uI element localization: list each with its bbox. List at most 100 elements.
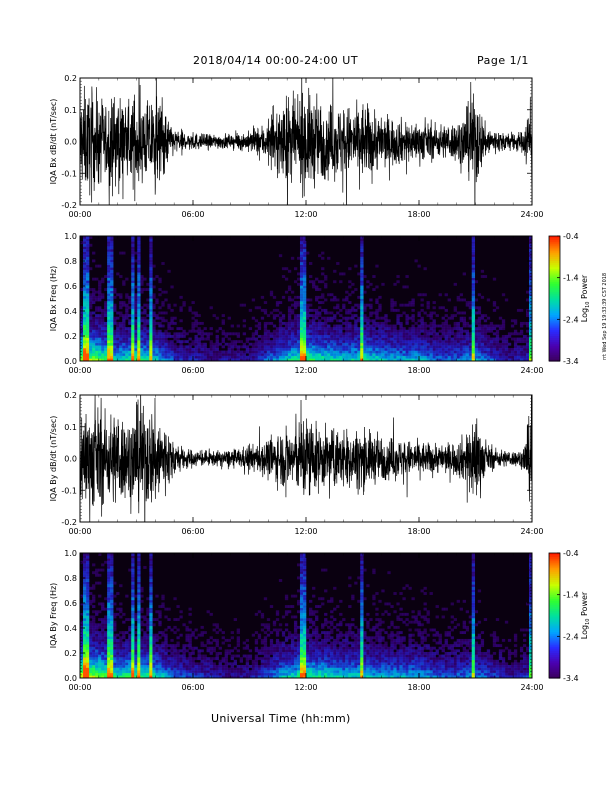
heatmap-cell <box>266 314 271 318</box>
heatmap-cell <box>137 358 141 362</box>
panel-2-colorbar-step <box>549 338 560 341</box>
heatmap-cell <box>146 340 150 344</box>
heatmap-cell <box>83 641 87 645</box>
heatmap-cell <box>299 353 304 357</box>
heatmap-cell <box>284 659 289 663</box>
heatmap-cell <box>435 334 439 338</box>
heatmap-cell <box>80 641 84 645</box>
heatmap-cell <box>309 332 313 336</box>
heatmap-cell <box>143 672 147 676</box>
heatmap-cell <box>104 327 108 331</box>
heatmap-cell <box>423 311 427 315</box>
heatmap-cell <box>140 672 144 676</box>
heatmap-cell <box>309 319 313 323</box>
heatmap-cell <box>345 334 349 338</box>
heatmap-cell <box>218 670 222 674</box>
heatmap-cell <box>327 337 331 341</box>
heatmap-cell <box>471 319 476 323</box>
heatmap-cell <box>110 553 114 556</box>
heatmap-cell <box>302 316 307 320</box>
heatmap-cell <box>441 324 445 328</box>
heatmap-cell <box>125 644 129 648</box>
heatmap-cell <box>149 238 153 242</box>
heatmap-cell <box>197 672 201 676</box>
heatmap-cell <box>321 342 325 346</box>
heatmap-cell <box>149 594 153 598</box>
heatmap-cell <box>137 620 141 624</box>
heatmap-cell <box>269 659 274 663</box>
heatmap-cell <box>98 602 102 606</box>
heatmap-cell <box>164 664 168 668</box>
heatmap-cell <box>107 558 111 562</box>
heatmap-cell <box>278 628 283 632</box>
heatmap-cell <box>101 332 105 336</box>
heatmap-cell <box>182 334 186 338</box>
heatmap-cell <box>128 646 132 650</box>
heatmap-cell <box>296 303 301 307</box>
heatmap-cell <box>342 340 346 344</box>
heatmap-cell <box>179 332 183 336</box>
heatmap-cell <box>167 675 171 679</box>
heatmap-cell <box>101 654 105 658</box>
heatmap-cell <box>306 306 310 310</box>
heatmap-cell <box>528 236 533 239</box>
heatmap-cell <box>152 327 156 331</box>
heatmap-cell <box>149 597 153 601</box>
heatmap-cell <box>372 324 376 328</box>
heatmap-cell <box>299 246 304 250</box>
heatmap-cell <box>101 316 105 320</box>
heatmap-cell <box>134 631 138 635</box>
heatmap-cell <box>278 670 283 674</box>
heatmap-cell <box>161 641 165 645</box>
heatmap-cell <box>290 667 295 671</box>
heatmap-cell <box>137 672 141 676</box>
heatmap-cell <box>215 334 219 338</box>
heatmap-cell <box>399 353 403 357</box>
heatmap-cell <box>116 651 120 655</box>
panel-2-heatmap-cells <box>80 236 533 362</box>
heatmap-cell <box>197 337 201 341</box>
heatmap-cell <box>125 651 129 655</box>
heatmap-cell <box>257 636 262 640</box>
heatmap-cell <box>131 670 135 674</box>
panel-2-ytick-label: 0.6 <box>64 282 77 291</box>
heatmap-cell <box>278 316 283 320</box>
heatmap-cell <box>438 355 442 359</box>
heatmap-cell <box>191 633 195 637</box>
heatmap-cell <box>363 290 367 294</box>
heatmap-cell <box>89 243 93 247</box>
heatmap-cell <box>348 285 352 289</box>
heatmap-cell <box>98 327 102 331</box>
heatmap-cell <box>98 345 102 349</box>
heatmap-cell <box>299 269 304 273</box>
heatmap-cell <box>459 298 463 302</box>
heatmap-cell <box>143 644 147 648</box>
heatmap-cell <box>167 340 171 344</box>
heatmap-cell <box>86 633 90 637</box>
heatmap-cell <box>149 256 153 260</box>
heatmap-cell <box>137 576 141 580</box>
heatmap-cell <box>164 615 168 619</box>
heatmap-cell <box>354 334 358 338</box>
heatmap-cell <box>348 321 352 325</box>
heatmap-cell <box>110 334 114 338</box>
heatmap-cell <box>360 347 364 351</box>
heatmap-cell <box>80 667 84 671</box>
heatmap-cell <box>396 358 400 362</box>
heatmap-cell <box>318 314 322 318</box>
heatmap-cell <box>360 282 364 286</box>
heatmap-cell <box>429 347 433 351</box>
heatmap-cell <box>197 329 201 333</box>
heatmap-cell <box>155 672 159 676</box>
heatmap-cell <box>89 298 93 302</box>
heatmap-cell <box>278 651 283 655</box>
heatmap-cell <box>495 332 500 336</box>
heatmap-cell <box>278 664 283 668</box>
heatmap-cell <box>89 602 93 606</box>
heatmap-cell <box>185 638 189 642</box>
heatmap-cell <box>107 566 111 569</box>
heatmap-cell <box>131 290 135 294</box>
heatmap-cell <box>306 340 310 344</box>
heatmap-cell <box>263 675 268 679</box>
heatmap-cell <box>149 623 153 627</box>
